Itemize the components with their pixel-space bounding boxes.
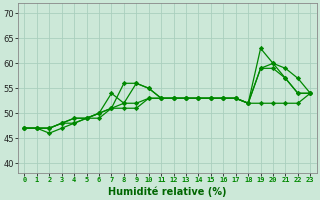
X-axis label: Humidité relative (%): Humidité relative (%) — [108, 186, 227, 197]
